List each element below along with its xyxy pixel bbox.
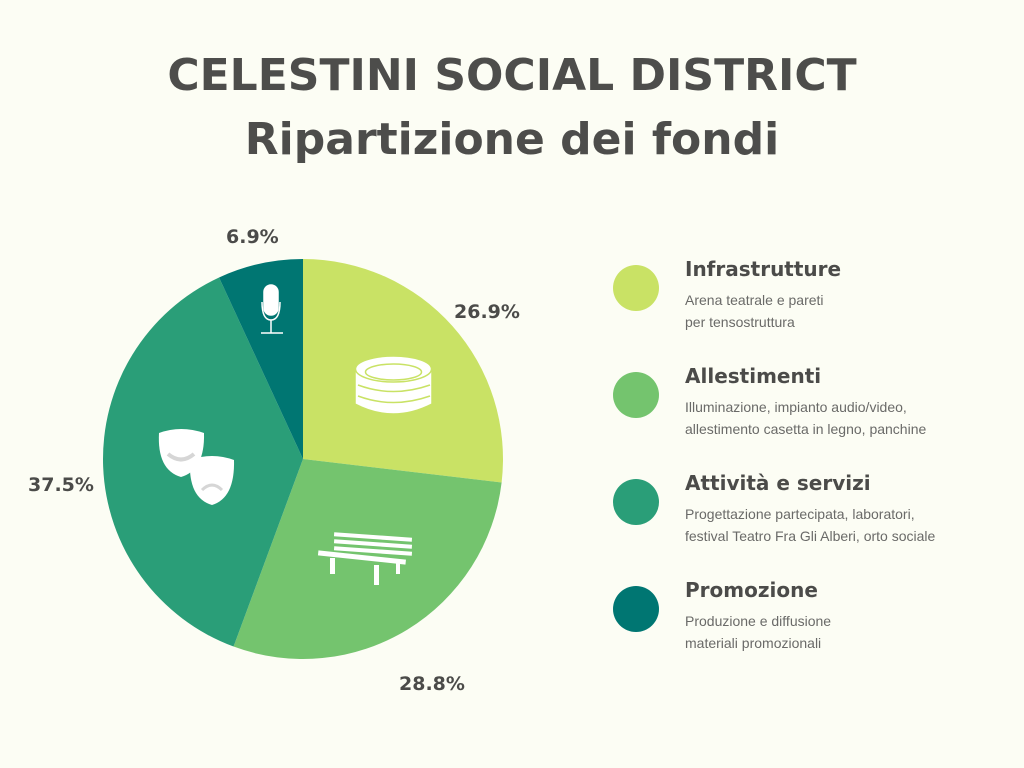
- legend-label: Attività e servizi: [685, 471, 871, 495]
- legend-swatch: [613, 479, 659, 525]
- theater-masks-icon: [158, 429, 235, 505]
- legend-label: Promozione: [685, 578, 818, 602]
- slice-label-attivita: 37.5%: [28, 474, 94, 496]
- slice-label-promozione: 6.9%: [226, 226, 279, 248]
- slice-label-allestimenti: 28.8%: [399, 673, 465, 695]
- park-bench-icon: [317, 532, 413, 585]
- legend-swatch: [613, 265, 659, 311]
- colosseum-arena-icon: [354, 355, 433, 415]
- legend-description-line: festival Teatro Fra Gli Alberi, orto soc…: [685, 528, 936, 544]
- legend-description: Illuminazione, impianto audio/video, alle…: [685, 396, 926, 440]
- legend-swatch: [613, 586, 659, 632]
- legend-description-line: Produzione e diffusione: [685, 613, 832, 629]
- legend-description-line: per tensostruttura: [685, 314, 795, 330]
- pie-slice-promozione: [219, 259, 303, 459]
- chart-subtitle: Ripartizione dei fondi: [244, 114, 780, 165]
- microphone-icon: [261, 284, 283, 334]
- legend-description-line: materiali promozionali: [685, 635, 822, 651]
- slice-label-infrastrutture: 26.9%: [454, 301, 520, 323]
- legend-description-line: Progettazione partecipata, laboratori,: [685, 506, 915, 522]
- legend-label: Infrastrutture: [685, 257, 842, 281]
- chart-title: CELESTINI SOCIAL DISTRICT: [167, 50, 857, 101]
- legend-swatch: [613, 372, 659, 418]
- legend-description-line: Illuminazione, impianto audio/video,: [685, 399, 907, 415]
- legend-description: Produzione e diffusione materiali promozi…: [685, 610, 831, 654]
- legend-description: Progettazione partecipata, laboratori, fe…: [685, 503, 935, 547]
- legend-description-line: allestimento casetta in legno, panchine: [685, 421, 927, 437]
- legend-description-line: Arena teatrale e pareti: [685, 292, 824, 308]
- legend-label: Allestimenti: [685, 364, 822, 388]
- legend-description: Arena teatrale e pareti per tensostruttur…: [685, 289, 824, 333]
